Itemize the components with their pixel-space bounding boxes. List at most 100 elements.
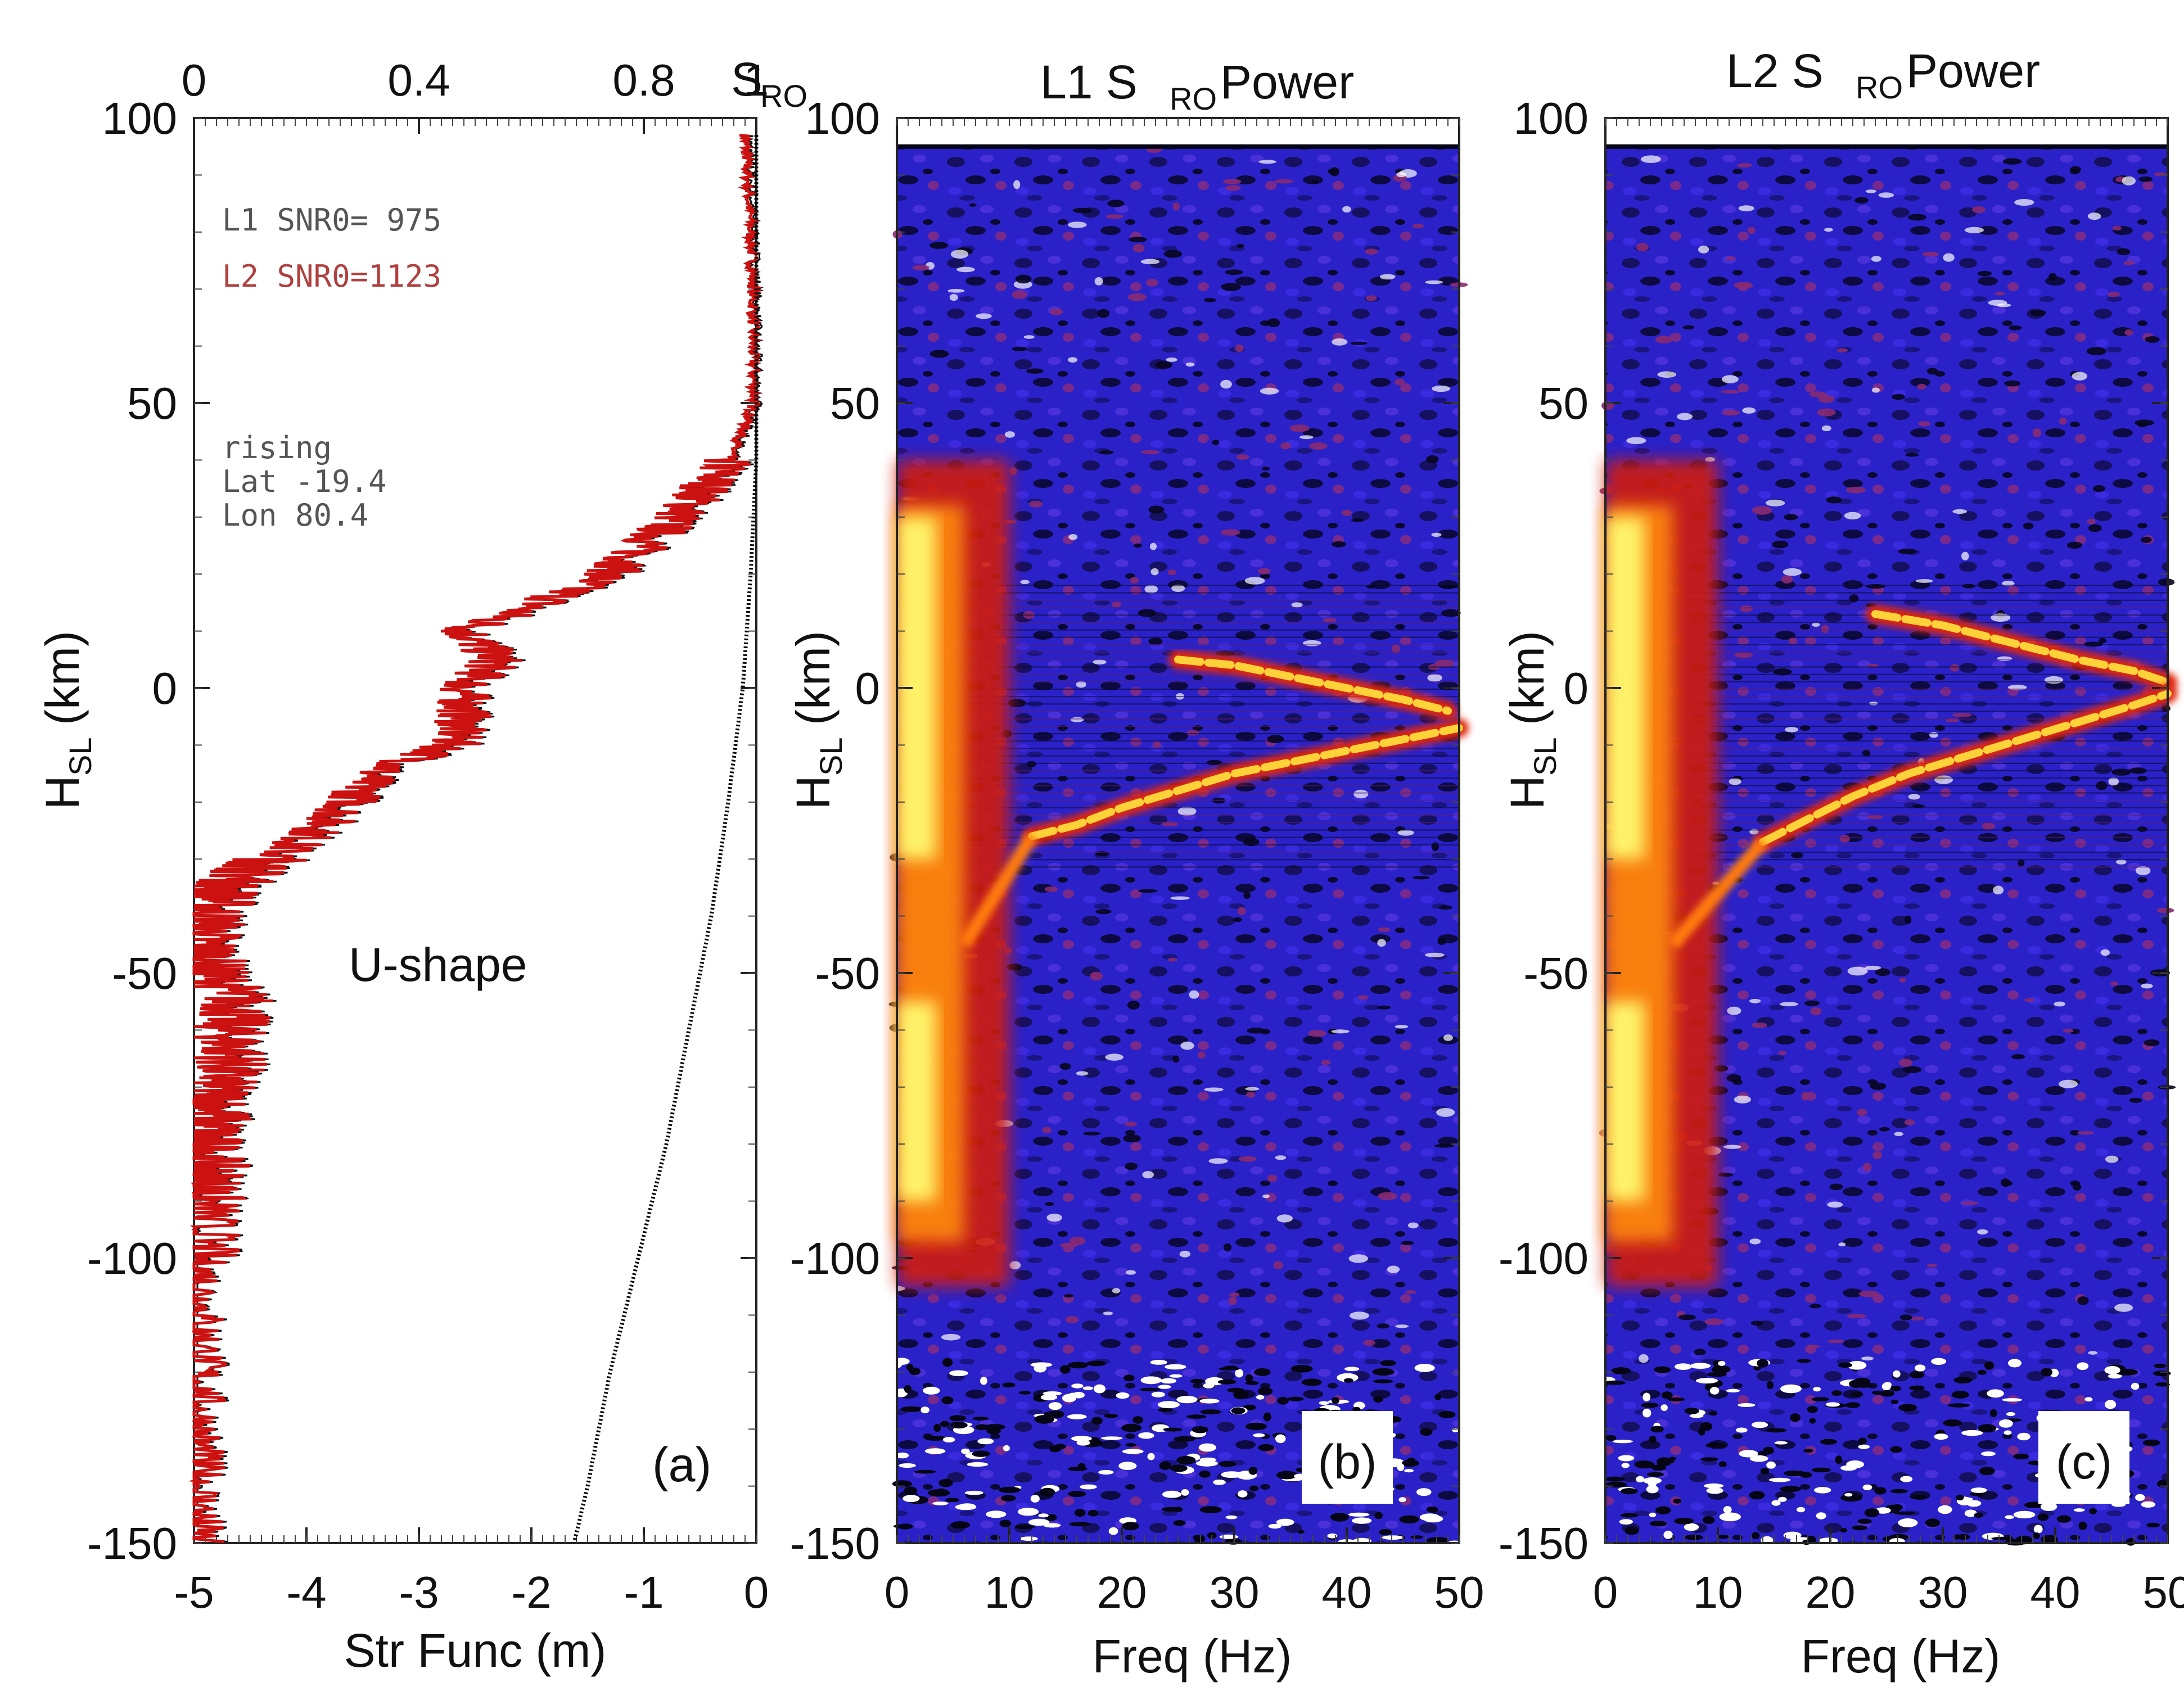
heatmap-speckle <box>1253 1433 1265 1437</box>
x-tick-label-c-5: 50 <box>2143 1567 2184 1617</box>
heatmap-blob <box>1332 338 1348 346</box>
panel-c-title-sub: RO <box>1856 70 1903 105</box>
heatmap-blob <box>1046 1213 1062 1222</box>
heatmap-blob <box>1856 1109 1867 1116</box>
heatmap-blob <box>1059 1242 1078 1247</box>
heatmap-blob <box>2112 225 2122 230</box>
heatmap-blob <box>1391 644 1401 654</box>
heatmap-blob <box>1972 206 1986 214</box>
heatmap-speckle <box>967 1462 989 1467</box>
heatmap-speckle <box>1857 1518 1872 1524</box>
ridge-upper <box>1174 655 1452 715</box>
heatmap-blob <box>1817 408 1836 417</box>
heatmap-blob <box>1910 1317 1925 1320</box>
heatmap-speckle <box>1797 1359 1812 1363</box>
heatmap-blob <box>1871 256 1881 262</box>
heatmap-speckle <box>2003 1430 2012 1435</box>
heatmap-speckle <box>1890 1386 1901 1392</box>
heatmap-speckle <box>1158 1408 1173 1412</box>
heatmap-speckle <box>1017 1508 1039 1516</box>
heatmap-blob <box>1927 368 1938 375</box>
heatmap-speckle <box>1190 1378 1205 1384</box>
heatmap-speckle <box>1709 1387 1720 1395</box>
heatmap-blob <box>1377 1005 1391 1010</box>
heatmap-blob <box>1752 506 1772 515</box>
heatmap-speckle <box>1825 1402 1840 1407</box>
heatmap-blob <box>1678 1314 1696 1320</box>
heatmap-blob <box>1095 909 1112 915</box>
heatmap-speckle <box>1249 1485 1259 1491</box>
heatmap-blob <box>1153 741 1161 749</box>
heatmap-speckle <box>1038 1513 1049 1518</box>
heatmap-speckle <box>1414 1364 1435 1372</box>
heatmap-blob <box>1397 829 1414 836</box>
u-shape-annotation: U-shape <box>349 938 527 991</box>
panel-b-heatmap <box>888 144 1469 1545</box>
heatmap-blob <box>1155 361 1173 369</box>
top-tick-label-2: 0.8 <box>612 55 675 105</box>
heatmap-blob <box>2138 176 2153 182</box>
heatmap-speckle <box>1039 1487 1055 1497</box>
x-tick-label-b-5: 50 <box>1434 1567 1484 1617</box>
heatmap-blob <box>1342 509 1352 517</box>
heatmap-speckle <box>1752 1421 1768 1428</box>
panel-b-y-axis-title: H SL (km) <box>787 631 849 809</box>
panel-c-x-axis-title: Freq (Hz) <box>1801 1630 2001 1683</box>
heatmap-blob <box>1378 927 1391 932</box>
heatmap-blob <box>2063 1029 2074 1033</box>
panel-a-x-axis-title: Str Func (m) <box>344 1624 607 1677</box>
heatmap-blob <box>1977 1229 1988 1234</box>
heatmap-blob <box>1275 1155 1287 1160</box>
heatmap-speckle <box>1846 1460 1865 1469</box>
heatmap-speckle <box>914 1469 936 1474</box>
heatmap-blob <box>956 266 975 273</box>
panel-b-title-rest: Power <box>1220 56 1354 108</box>
heatmap-blob <box>1127 293 1147 301</box>
heatmap-speckle <box>961 1448 970 1454</box>
heatmap-blob <box>1050 308 1063 315</box>
heatmap-speckle <box>1301 1378 1322 1386</box>
heatmap-blob <box>1348 1254 1369 1263</box>
heatmap-speckle <box>2005 1515 2014 1519</box>
x-tick-label-c-2: 20 <box>1806 1567 1856 1617</box>
heatmap-blob <box>1172 1055 1180 1063</box>
heatmap-speckle <box>1704 1483 1724 1489</box>
y-tick-label-c-2: 0 <box>1564 663 1589 713</box>
heatmap-speckle <box>1219 1534 1239 1539</box>
heatmap-speckle <box>1030 1495 1040 1503</box>
heatmap-speckle <box>1199 1506 1222 1513</box>
heatmap-blob <box>1694 1349 1706 1356</box>
heatmap-blob <box>2087 212 2101 220</box>
heatmap-speckle <box>1379 1529 1392 1535</box>
heatmap-blob <box>1395 1324 1409 1328</box>
heatmap-blob <box>1235 344 1244 352</box>
heatmap-speckle <box>1276 1518 1294 1526</box>
heatmap-blob <box>1437 938 1446 945</box>
heatmap-blob <box>1827 1201 1843 1208</box>
heatmap-speckle <box>1068 1362 1089 1369</box>
heatmap-blob <box>1657 371 1676 378</box>
heatmap-blob <box>1377 939 1386 947</box>
heatmap-speckle <box>1749 1455 1768 1462</box>
heatmap-speckle <box>1739 1450 1758 1458</box>
heatmap-blob <box>1042 1127 1052 1134</box>
heatmap-blob <box>1783 568 1802 576</box>
heatmap-blob <box>1198 1051 1206 1059</box>
heatmap-speckle <box>1218 1367 1240 1371</box>
panel-b-title: L1 S RO Power <box>1040 56 1354 116</box>
heatmap-blob <box>1059 1063 1071 1070</box>
panel-b-ylabel-unit: (km) <box>787 631 840 725</box>
heatmap-speckle <box>1771 1500 1781 1506</box>
heatmap-blob <box>1926 1264 1938 1268</box>
heatmap-speckle <box>1028 1518 1050 1526</box>
heatmap-blob <box>1426 455 1439 464</box>
heatmap-blob <box>1245 1087 1260 1091</box>
heatmap-speckle <box>1969 1492 1986 1496</box>
heatmap-blob <box>1950 664 1960 672</box>
heatmap-blob <box>1407 1222 1419 1229</box>
heatmap-speckle <box>1977 1369 1987 1375</box>
heatmap-speckle <box>1719 1512 1741 1522</box>
heatmap-speckle <box>1707 1372 1727 1377</box>
